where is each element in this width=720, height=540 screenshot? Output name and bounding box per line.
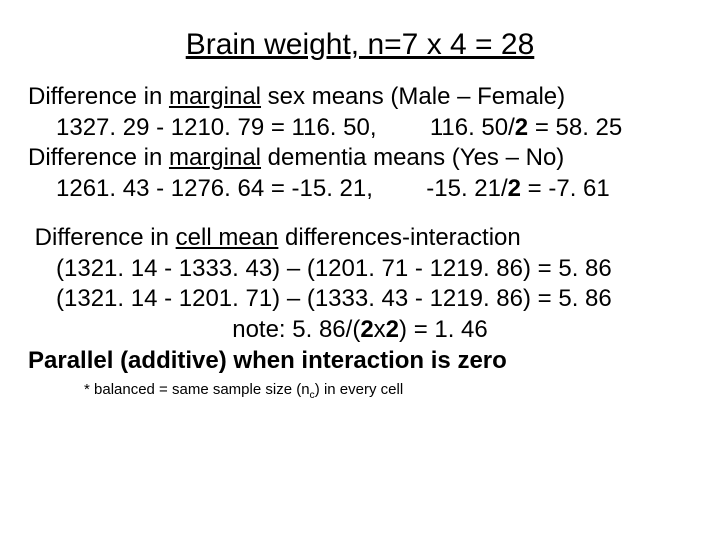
dementia-diff-calc: 1261. 43 - 1276. 64 = -15. 21, -15. 21/2… bbox=[56, 174, 692, 205]
text: x bbox=[374, 316, 386, 343]
text: ) in every cell bbox=[315, 381, 403, 398]
slide-body: Difference in marginal sex means (Male –… bbox=[28, 82, 692, 403]
text-bold: 2 bbox=[386, 316, 399, 343]
text: sex means (Male – Female) bbox=[261, 83, 565, 110]
slide-title: Brain weight, n=7 x 4 = 28 bbox=[28, 28, 692, 62]
text: differences-interaction bbox=[278, 224, 520, 251]
text: = -7. 61 bbox=[521, 175, 610, 202]
slide: Brain weight, n=7 x 4 = 28 Difference in… bbox=[0, 0, 720, 540]
text: ) = 1. 46 bbox=[399, 316, 488, 343]
interaction-row-1: (1321. 14 - 1333. 43) – (1201. 71 - 1219… bbox=[56, 254, 692, 285]
text: Difference in bbox=[28, 83, 169, 110]
text-underline: cell mean bbox=[176, 224, 279, 251]
interaction-row-2: (1321. 14 - 1201. 71) – (1333. 43 - 1219… bbox=[56, 284, 692, 315]
text: -15. 21/ bbox=[426, 175, 507, 202]
footnote: * balanced = same sample size (nc) in ev… bbox=[84, 380, 692, 402]
text: = 58. 25 bbox=[528, 114, 622, 141]
text: 1327. 29 - 1210. 79 = 116. 50, bbox=[56, 114, 376, 141]
text-underline: marginal bbox=[169, 83, 261, 110]
sex-diff-calc: 1327. 29 - 1210. 79 = 116. 50, 116. 50/2… bbox=[56, 113, 692, 144]
text: Difference in bbox=[28, 144, 169, 171]
text: note: 5. 86/( bbox=[232, 316, 360, 343]
text: dementia means (Yes – No) bbox=[261, 144, 564, 171]
interaction-label: Difference in cell mean differences-inte… bbox=[28, 223, 692, 254]
sex-diff-label: Difference in marginal sex means (Male –… bbox=[28, 82, 692, 113]
interaction-note: note: 5. 86/(2x2) = 1. 46 bbox=[28, 315, 692, 346]
text: * balanced = same sample size (n bbox=[84, 381, 310, 398]
text-bold: 2 bbox=[508, 175, 521, 202]
text-bold: 2 bbox=[360, 316, 373, 343]
dementia-diff-label: Difference in marginal dementia means (Y… bbox=[28, 143, 692, 174]
text: 1261. 43 - 1276. 64 = -15. 21, bbox=[56, 175, 373, 202]
text-bold: 2 bbox=[515, 114, 528, 141]
text-underline: marginal bbox=[169, 144, 261, 171]
conclusion: Parallel (additive) when interaction is … bbox=[28, 346, 692, 377]
text: 116. 50/ bbox=[430, 114, 515, 141]
text: Difference in bbox=[35, 224, 176, 251]
